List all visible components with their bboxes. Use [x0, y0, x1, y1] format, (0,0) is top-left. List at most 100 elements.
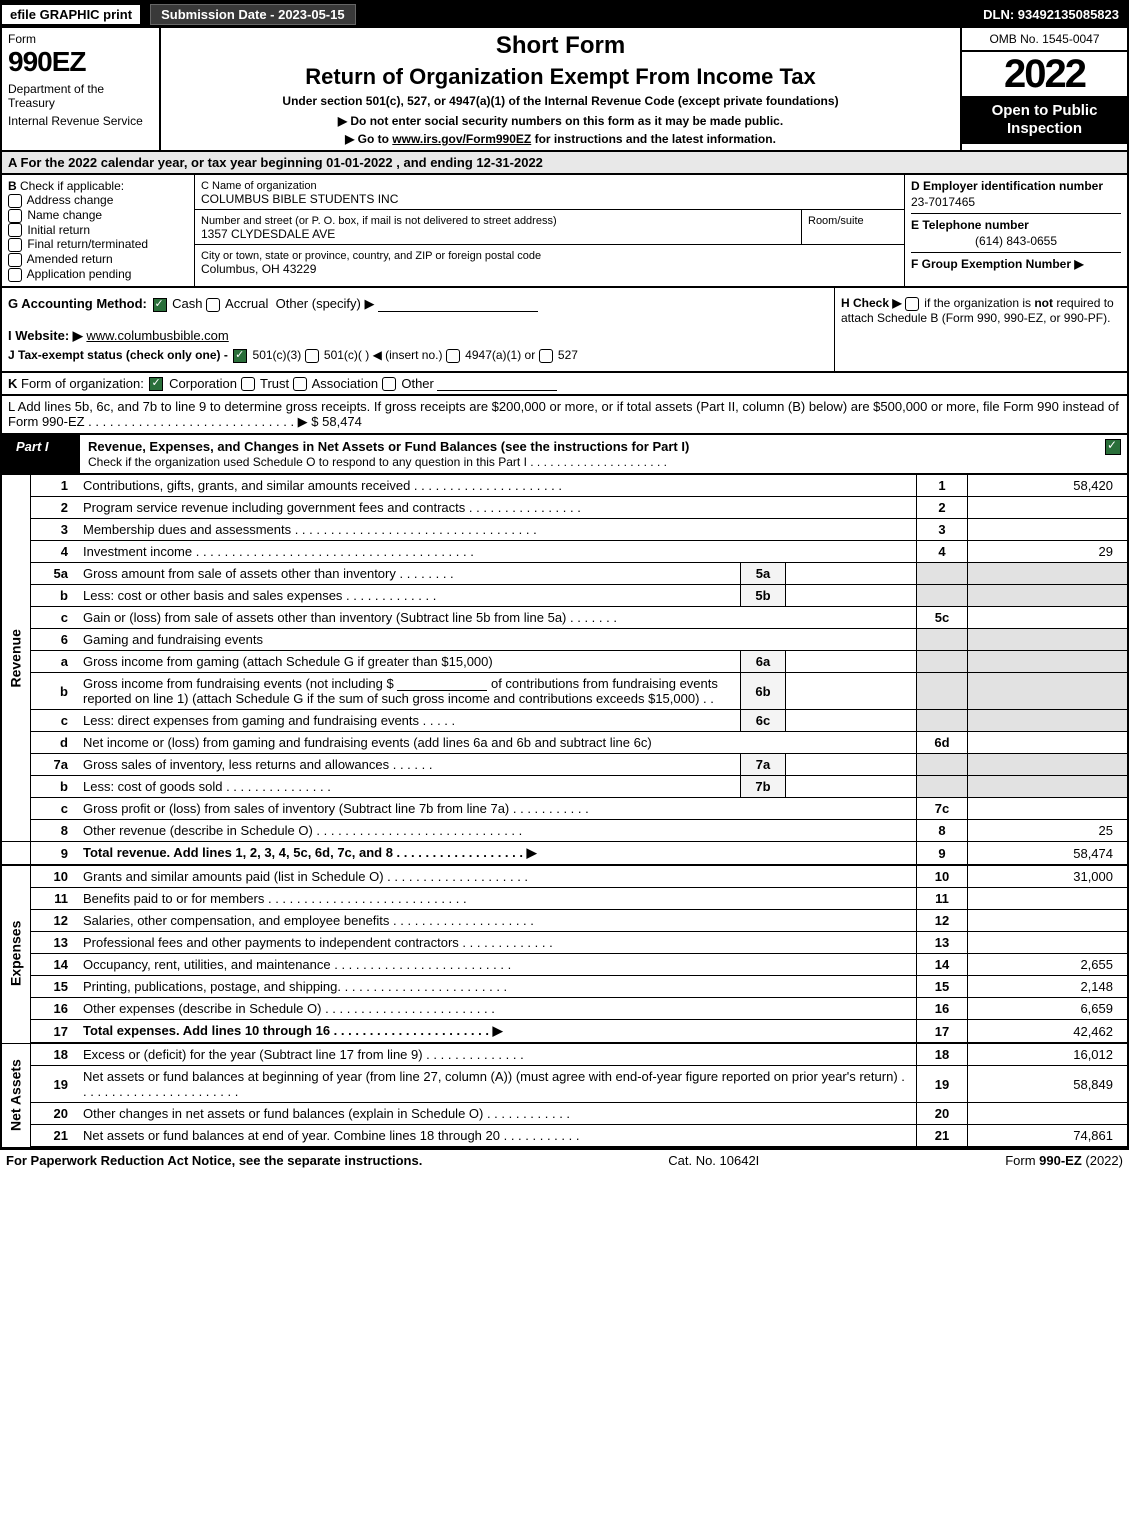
row-7a-num: 7a: [31, 754, 79, 776]
cash-label: Cash: [172, 296, 202, 311]
row-12-desc: Salaries, other compensation, and employ…: [78, 910, 917, 932]
row-19-ln: 19: [917, 1066, 968, 1103]
row-6b-shade2: [968, 673, 1129, 710]
row-2-num: 2: [31, 497, 79, 519]
checkbox-accrual[interactable]: [206, 298, 220, 312]
short-form-title: Short Form: [171, 32, 950, 60]
row-2-amt: [968, 497, 1129, 519]
te-527: 527: [558, 348, 578, 362]
row-9-amt: 58,474: [968, 842, 1129, 866]
checkbox-other-org[interactable]: [382, 377, 396, 391]
row-8-num: 8: [31, 820, 79, 842]
tax-year: 2022: [962, 52, 1127, 96]
row-5a-shade: [917, 563, 968, 585]
do-not-enter: ▶ Do not enter social security numbers o…: [171, 114, 950, 128]
checkbox-amended-return[interactable]: [8, 253, 22, 267]
form-number: 990EZ: [8, 46, 153, 78]
org-name: COLUMBUS BIBLE STUDENTS INC: [201, 192, 398, 206]
row-8-amt: 25: [968, 820, 1129, 842]
row-5c-desc: Gain or (loss) from sale of assets other…: [78, 607, 917, 629]
row-7a-shade: [917, 754, 968, 776]
row-12-num: 12: [31, 910, 79, 932]
other-specify-input[interactable]: [378, 311, 538, 312]
top-bar: efile GRAPHIC print Submission Date - 20…: [0, 0, 1129, 28]
row-5c-ln: 5c: [917, 607, 968, 629]
side-label-expenses: Expenses: [1, 865, 31, 1043]
checkbox-final-return[interactable]: [8, 238, 22, 252]
checkbox-association[interactable]: [293, 377, 307, 391]
checkbox-h[interactable]: [905, 297, 919, 311]
checkbox-trust[interactable]: [241, 377, 255, 391]
checkbox-name-change[interactable]: [8, 209, 22, 223]
part-1-schedule-o-check[interactable]: [1105, 439, 1121, 455]
column-c: C Name of organization COLUMBUS BIBLE ST…: [195, 175, 904, 286]
line-a: A For the 2022 calendar year, or tax yea…: [0, 152, 1129, 175]
omb-number: OMB No. 1545-0047: [962, 28, 1127, 52]
row-5c-amt: [968, 607, 1129, 629]
row-6a-num: a: [31, 651, 79, 673]
go-to-link-row: ▶ Go to www.irs.gov/Form990EZ for instru…: [171, 132, 950, 146]
checkbox-527[interactable]: [539, 349, 553, 363]
row-17-desc-b: Total expenses. Add lines 10 through 16 …: [83, 1023, 503, 1038]
website-label: I Website: ▶: [8, 328, 83, 343]
checkbox-501c3[interactable]: [233, 349, 247, 363]
row-5a-desc: Gross amount from sale of assets other t…: [78, 563, 741, 585]
row-11-num: 11: [31, 888, 79, 910]
checkbox-address-change[interactable]: [8, 194, 22, 208]
submission-date-button[interactable]: Submission Date - 2023-05-15: [150, 4, 356, 25]
row-21-amt: 74,861: [968, 1125, 1129, 1148]
row-5b-boxval: [786, 585, 917, 607]
row-2-ln: 2: [917, 497, 968, 519]
row-15-num: 15: [31, 976, 79, 998]
checkbox-501c[interactable]: [305, 349, 319, 363]
row-16-ln: 16: [917, 998, 968, 1020]
go-to-link[interactable]: www.irs.gov/Form990EZ: [392, 132, 531, 146]
row-7a-shade2: [968, 754, 1129, 776]
tel-label: E Telephone number: [911, 218, 1029, 232]
row-13-ln: 13: [917, 932, 968, 954]
acct-label: G Accounting Method:: [8, 296, 147, 311]
row-4-desc: Investment income . . . . . . . . . . . …: [78, 541, 917, 563]
opt-name-change: Name change: [27, 208, 102, 222]
checkbox-initial-return[interactable]: [8, 223, 22, 237]
row-7c-ln: 7c: [917, 798, 968, 820]
row-4-ln: 4: [917, 541, 968, 563]
row-5a-num: 5a: [31, 563, 79, 585]
checkbox-4947[interactable]: [446, 349, 460, 363]
accrual-label: Accrual: [225, 296, 268, 311]
row-11-ln: 11: [917, 888, 968, 910]
checkbox-corporation[interactable]: [149, 377, 163, 391]
row-6c-shade2: [968, 710, 1129, 732]
other-org-input[interactable]: [437, 390, 557, 391]
opt-application-pending: Application pending: [27, 267, 132, 281]
side-label-netassets: Net Assets: [1, 1043, 31, 1147]
row-9-desc: Total revenue. Add lines 1, 2, 3, 4, 5c,…: [78, 842, 917, 866]
part-1-table: Revenue 1 Contributions, gifts, grants, …: [0, 475, 1129, 1148]
row-6b-shade: [917, 673, 968, 710]
row-5b-shade: [917, 585, 968, 607]
row-9-ln: 9: [917, 842, 968, 866]
checkbox-cash[interactable]: [153, 298, 167, 312]
row-7a-desc: Gross sales of inventory, less returns a…: [78, 754, 741, 776]
row-18-num: 18: [31, 1043, 79, 1066]
row-17-num: 17: [31, 1020, 79, 1044]
row-5b-desc: Less: cost or other basis and sales expe…: [78, 585, 741, 607]
checkbox-application-pending[interactable]: [8, 268, 22, 282]
row-6c-box: 6c: [741, 710, 786, 732]
row-16-num: 16: [31, 998, 79, 1020]
efile-print-button[interactable]: efile GRAPHIC print: [2, 5, 140, 24]
row-7b-shade: [917, 776, 968, 798]
column-b: B Check if applicable: Address change Na…: [2, 175, 195, 286]
website-value[interactable]: www.columbusbible.com: [86, 328, 228, 343]
row-20-ln: 20: [917, 1103, 968, 1125]
side-label-revenue: Revenue: [1, 475, 31, 842]
form-header: Form 990EZ Department of the Treasury In…: [0, 28, 1129, 152]
part-1-subtitle: Check if the organization used Schedule …: [88, 455, 667, 469]
row-18-desc: Excess or (deficit) for the year (Subtra…: [78, 1043, 917, 1066]
row-6a-boxval: [786, 651, 917, 673]
row-17-ln: 17: [917, 1020, 968, 1044]
header-center: Short Form Return of Organization Exempt…: [161, 28, 960, 150]
row-16-desc: Other expenses (describe in Schedule O) …: [78, 998, 917, 1020]
part-1-label: Part I: [2, 435, 80, 473]
row-17-amt: 42,462: [968, 1020, 1129, 1044]
